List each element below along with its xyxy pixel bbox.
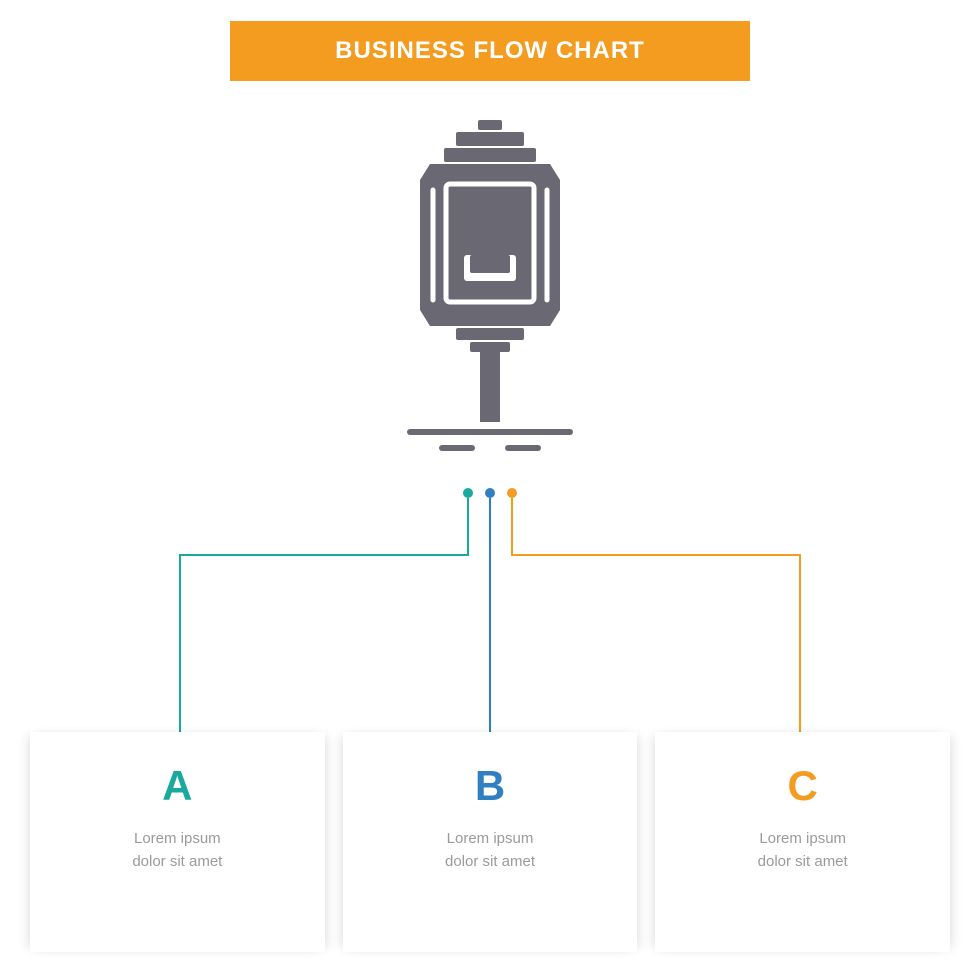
card-a-text-l1: Lorem ipsum (134, 830, 221, 847)
hline-c (511, 554, 801, 556)
card-b: B Lorem ipsum dolor sit amet (343, 732, 638, 952)
card-a-text-l2: dolor sit amet (132, 853, 222, 870)
vline-a2 (179, 554, 181, 734)
device-glyph (410, 120, 570, 448)
card-c-text-l1: Lorem ipsum (759, 830, 846, 847)
card-a-text: Lorem ipsum dolor sit amet (112, 828, 242, 873)
hline-a (179, 554, 469, 556)
card-c-letter: C (788, 762, 818, 810)
header-title: Business Flow Chart (335, 37, 645, 65)
card-c: C Lorem ipsum dolor sit amet (655, 732, 950, 952)
card-b-letter: B (475, 762, 505, 810)
card-a-letter: A (162, 762, 192, 810)
vline-c1 (511, 498, 513, 556)
vline-c2 (799, 554, 801, 734)
card-b-text-l1: Lorem ipsum (447, 830, 534, 847)
header-bar: Business Flow Chart (230, 21, 750, 81)
dot-a (463, 488, 473, 498)
vline-b (489, 498, 491, 734)
card-c-text-l2: dolor sit amet (758, 853, 848, 870)
main-device-icon (360, 120, 620, 460)
cards-row: A Lorem ipsum dolor sit amet B Lorem ips… (30, 732, 950, 952)
dot-b (485, 488, 495, 498)
card-a: A Lorem ipsum dolor sit amet (30, 732, 325, 952)
connector-area (0, 488, 980, 748)
card-b-text: Lorem ipsum dolor sit amet (425, 828, 555, 873)
vline-a1 (467, 498, 469, 556)
card-b-text-l2: dolor sit amet (445, 853, 535, 870)
dot-c (507, 488, 517, 498)
card-c-text: Lorem ipsum dolor sit amet (738, 828, 868, 873)
